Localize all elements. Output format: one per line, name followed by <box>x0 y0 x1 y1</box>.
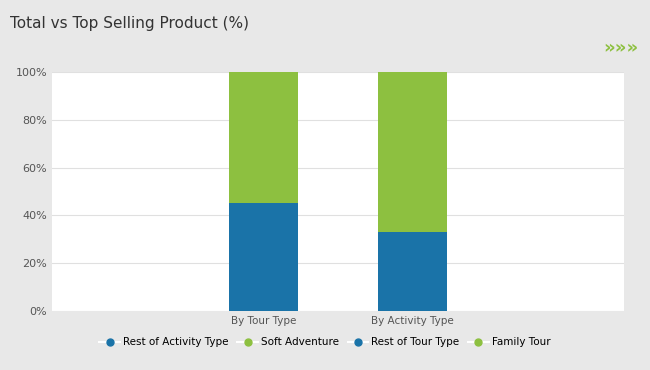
Bar <box>378 72 447 232</box>
Bar <box>378 232 447 311</box>
Bar <box>229 204 298 311</box>
Legend: Rest of Activity Type, Soft Adventure, Rest of Tour Type, Family Tour: Rest of Activity Type, Soft Adventure, R… <box>96 333 554 352</box>
Text: Total vs Top Selling Product (%): Total vs Top Selling Product (%) <box>10 16 249 31</box>
Text: »»»: »»» <box>603 40 638 58</box>
Bar <box>229 72 298 204</box>
